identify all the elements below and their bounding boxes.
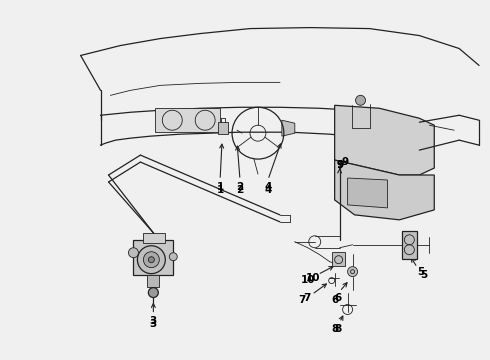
Polygon shape [218, 122, 228, 134]
Text: 5: 5 [421, 270, 428, 280]
Polygon shape [155, 108, 220, 132]
Circle shape [128, 248, 138, 258]
Text: 8: 8 [334, 324, 341, 334]
Text: 2: 2 [236, 182, 244, 192]
Circle shape [148, 288, 158, 298]
Polygon shape [332, 252, 344, 266]
Text: 9: 9 [341, 157, 348, 167]
Polygon shape [335, 160, 434, 220]
Circle shape [356, 95, 366, 105]
Text: 7: 7 [298, 294, 305, 305]
Text: 9: 9 [336, 160, 343, 170]
Text: 2: 2 [236, 185, 244, 195]
Polygon shape [147, 275, 159, 287]
Text: 4: 4 [264, 182, 271, 192]
Text: 1: 1 [217, 185, 224, 195]
Circle shape [148, 257, 154, 263]
Text: 5: 5 [416, 267, 424, 276]
Text: 9: 9 [336, 160, 343, 170]
Text: 4: 4 [264, 185, 271, 195]
Polygon shape [347, 178, 388, 208]
Circle shape [144, 252, 159, 268]
Circle shape [169, 253, 177, 261]
Polygon shape [402, 231, 417, 259]
Text: 8: 8 [331, 324, 338, 334]
Text: 10: 10 [305, 273, 320, 283]
Text: 7: 7 [303, 293, 311, 302]
Text: 6: 6 [331, 294, 338, 305]
Polygon shape [335, 105, 434, 175]
Text: 6: 6 [334, 293, 341, 302]
Text: 3: 3 [150, 316, 157, 327]
Text: 1: 1 [217, 182, 224, 192]
Polygon shape [133, 240, 173, 275]
Polygon shape [282, 120, 295, 136]
Polygon shape [144, 233, 165, 243]
Text: 3: 3 [150, 319, 157, 329]
Circle shape [137, 246, 165, 274]
Circle shape [347, 267, 358, 276]
Text: 10: 10 [300, 275, 315, 285]
